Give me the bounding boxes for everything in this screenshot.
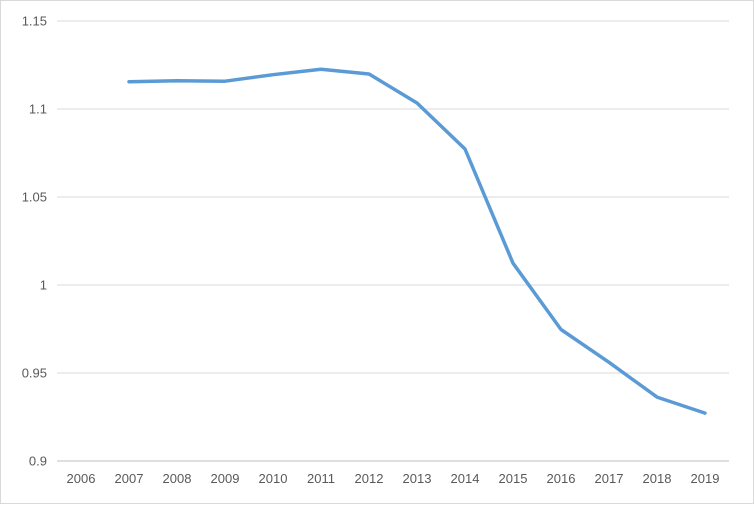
x-tick-label: 2019	[691, 471, 720, 486]
series-line	[127, 67, 707, 415]
y-tick-label: 0.95	[22, 366, 47, 381]
x-tick-label: 2007	[115, 471, 144, 486]
x-tick-label: 2018	[643, 471, 672, 486]
x-tick-label: 2014	[451, 471, 480, 486]
y-tick-label: 0.9	[29, 454, 47, 469]
x-tick-label: 2017	[595, 471, 624, 486]
x-tick-label: 2009	[211, 471, 240, 486]
x-axis: 2006 2007 2008 2009 2010 2011 2012 2013 2014 2015…	[67, 471, 720, 486]
x-tick-label: 2006	[67, 471, 96, 486]
x-tick-label: 2010	[259, 471, 288, 486]
x-tick-label: 2008	[163, 471, 192, 486]
x-tick-label: 2011	[307, 471, 335, 486]
x-tick-label: 2012	[355, 471, 384, 486]
x-tick-label: 2013	[403, 471, 432, 486]
x-tick-label: 2016	[547, 471, 576, 486]
y-tick-label: 1.05	[22, 190, 47, 205]
gridlines	[57, 20, 729, 462]
y-axis-tick-labels: 0.9 0.95 1 1.05 1.1 1.15	[22, 14, 47, 469]
y-tick-label: 1	[40, 278, 47, 293]
y-tick-label: 1.15	[22, 14, 47, 29]
series-layer	[127, 67, 707, 415]
y-tick-label: 1.1	[29, 102, 47, 117]
x-tick-label: 2015	[499, 471, 528, 486]
